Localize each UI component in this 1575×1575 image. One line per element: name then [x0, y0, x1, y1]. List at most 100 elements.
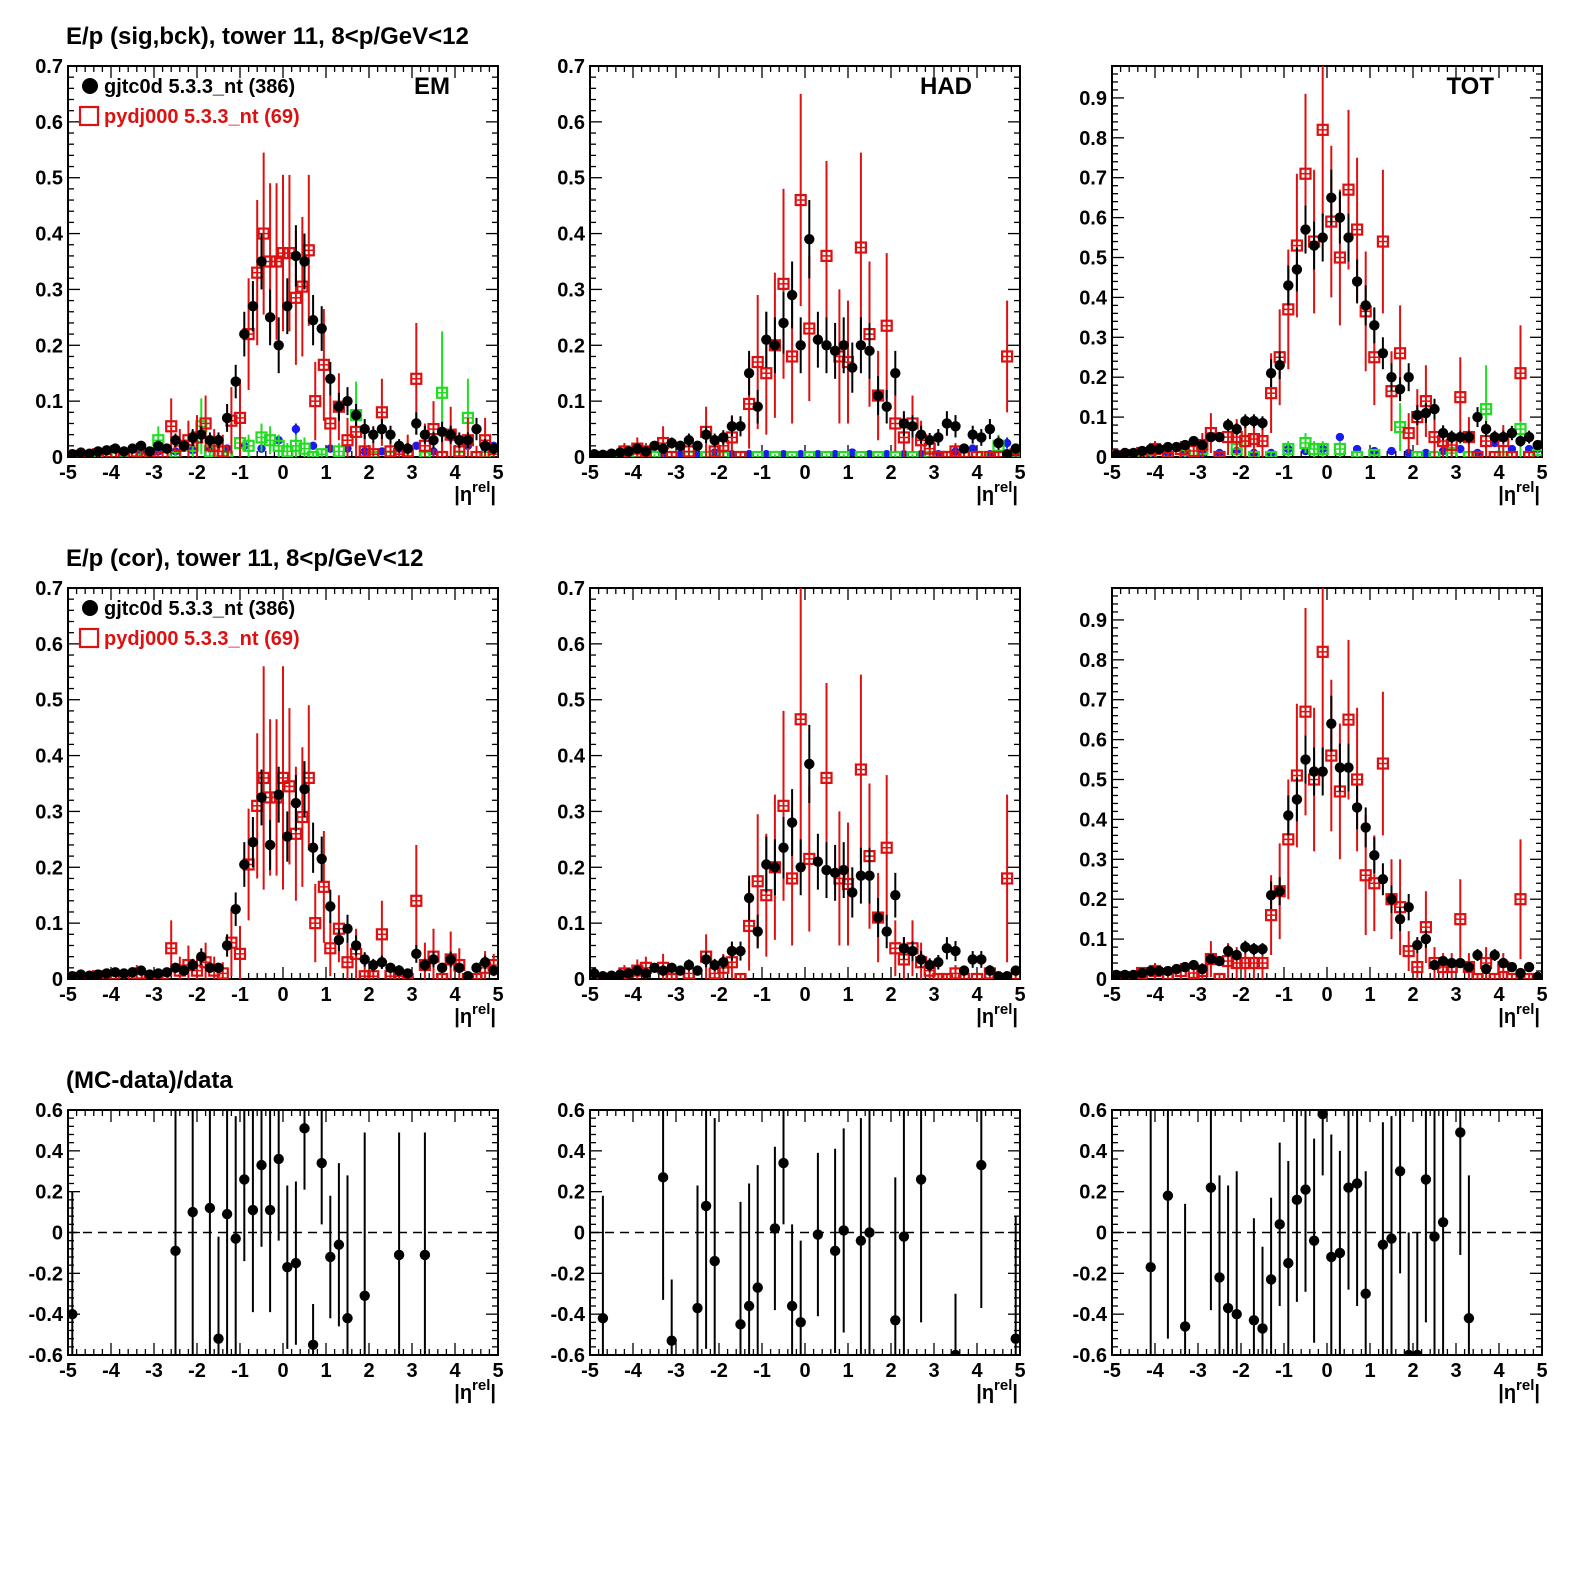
- data-point: [1179, 961, 1191, 973]
- y-tick-label: 0.9: [1079, 88, 1107, 110]
- data-point: [1463, 431, 1475, 443]
- data-point: [436, 972, 449, 979]
- x-tick-label: 5: [1536, 462, 1547, 484]
- data-point: [1001, 449, 1013, 457]
- data-point: [1343, 232, 1354, 243]
- data-point: [941, 418, 953, 429]
- data-point: [187, 432, 198, 443]
- data-point: [127, 967, 138, 978]
- data-point: [751, 355, 764, 369]
- y-axis: 0 0.1 0.2 0.3 0.4 0.5 0.6 0.7: [35, 56, 498, 469]
- legend-label-data: gjtc0d 5.3.3_nt (386): [104, 598, 295, 620]
- data-point: [307, 314, 319, 326]
- x-tick-label: -2: [188, 1360, 206, 1382]
- data-point: [718, 432, 729, 443]
- y-tick-label: 0: [52, 969, 63, 991]
- y-tick-label: 0.2: [557, 335, 585, 357]
- data-point: [693, 450, 702, 457]
- y-tick-label: 0.3: [35, 279, 63, 301]
- panel-TOT-ratio: -5 -4 -3 -2 -1 0 1 2 3 4 5|ηrel| -0.6 -0.4 -0.2 0 0.2 0.…: [1073, 1100, 1548, 1404]
- data-point: [907, 945, 918, 957]
- data-point: [156, 450, 169, 457]
- data-point: [1000, 872, 1014, 885]
- data-point: [462, 435, 474, 446]
- data-point: [135, 965, 147, 976]
- data-point: [872, 390, 884, 401]
- data-point: [178, 965, 190, 976]
- x-tick-label: 0: [277, 1360, 288, 1382]
- data-point: [196, 951, 207, 962]
- x-tick-label: 3: [1450, 984, 1461, 1006]
- data-point: [479, 957, 491, 968]
- data-point: [296, 810, 309, 824]
- x-tick-label: 5: [1014, 984, 1025, 1006]
- data-point: [1411, 960, 1424, 974]
- data-point: [1456, 444, 1465, 454]
- series-data: [68, 225, 498, 457]
- x-tick-label: -1: [1275, 1360, 1293, 1382]
- data-point: [1386, 372, 1397, 383]
- data-point: [761, 859, 772, 870]
- data-point: [296, 280, 309, 293]
- data-point: [743, 1300, 755, 1312]
- data-point: [350, 409, 362, 421]
- data-point: [1472, 949, 1483, 961]
- data-point: [890, 1315, 901, 1326]
- data-point: [1523, 431, 1535, 443]
- data-point: [1437, 427, 1449, 439]
- data-point: [270, 255, 283, 268]
- data-point: [273, 1153, 284, 1165]
- data-point: [907, 421, 918, 432]
- panel-HAD-cor: -5 -4 -3 -2 -1 0 1 2 3 4 5|ηrel| 0 0.1 0.2 0.3 0.4 0.5 0.…: [557, 578, 1025, 1028]
- data-point: [665, 972, 678, 979]
- x-tick-label: -4: [1146, 1360, 1165, 1382]
- data-point: [1514, 422, 1527, 436]
- data-point: [1154, 965, 1165, 977]
- data-point: [1411, 450, 1424, 457]
- data-point: [393, 1249, 405, 1261]
- y-tick-label: 0.5: [35, 168, 63, 190]
- data-point: [933, 432, 944, 443]
- data-point: [290, 797, 302, 809]
- data-point: [1231, 423, 1242, 435]
- data-point: [970, 972, 984, 979]
- data-point: [1505, 450, 1519, 457]
- y-tick-label: 0.3: [1079, 849, 1107, 871]
- data-point: [623, 446, 634, 457]
- data-point: [871, 450, 885, 457]
- data-point: [1119, 447, 1131, 457]
- data-point: [436, 450, 449, 457]
- data-point: [316, 853, 327, 865]
- data-point: [950, 421, 961, 432]
- data-point: [376, 957, 388, 968]
- data-point: [915, 1174, 927, 1185]
- data-point: [1136, 967, 1148, 979]
- x-tick-label: -5: [59, 462, 77, 484]
- data-point: [649, 440, 660, 452]
- x-tick-label: -2: [1232, 1360, 1250, 1382]
- data-point: [778, 842, 789, 853]
- y-tick-label: 0.9: [1079, 610, 1107, 632]
- data-point: [1010, 965, 1020, 976]
- y-tick-label: -0.6: [551, 1345, 585, 1367]
- data-point: [385, 429, 396, 440]
- data-point: [941, 943, 953, 954]
- data-point: [1128, 969, 1139, 979]
- data-point: [1455, 1127, 1466, 1138]
- data-point: [1377, 1239, 1389, 1250]
- x-tick-label: 2: [1407, 462, 1418, 484]
- y-axis: 0 0.1 0.2 0.3 0.4 0.5 0.6 0.7 0.8 0.9: [1079, 587, 1542, 991]
- data-point: [735, 421, 746, 432]
- data-point: [898, 418, 910, 429]
- x-tick-label: -1: [1275, 984, 1293, 1006]
- data-point: [368, 429, 379, 440]
- data-point: [864, 345, 875, 357]
- data-point: [1222, 1302, 1234, 1314]
- x-axis-title: |ηrel|: [454, 479, 496, 506]
- y-tick-label: 0.6: [557, 112, 585, 134]
- x-tick-label: 2: [1407, 1360, 1418, 1382]
- data-point: [196, 429, 207, 440]
- x-tick-label: -4: [102, 1360, 121, 1382]
- data-point: [950, 945, 961, 957]
- data-point: [760, 367, 773, 380]
